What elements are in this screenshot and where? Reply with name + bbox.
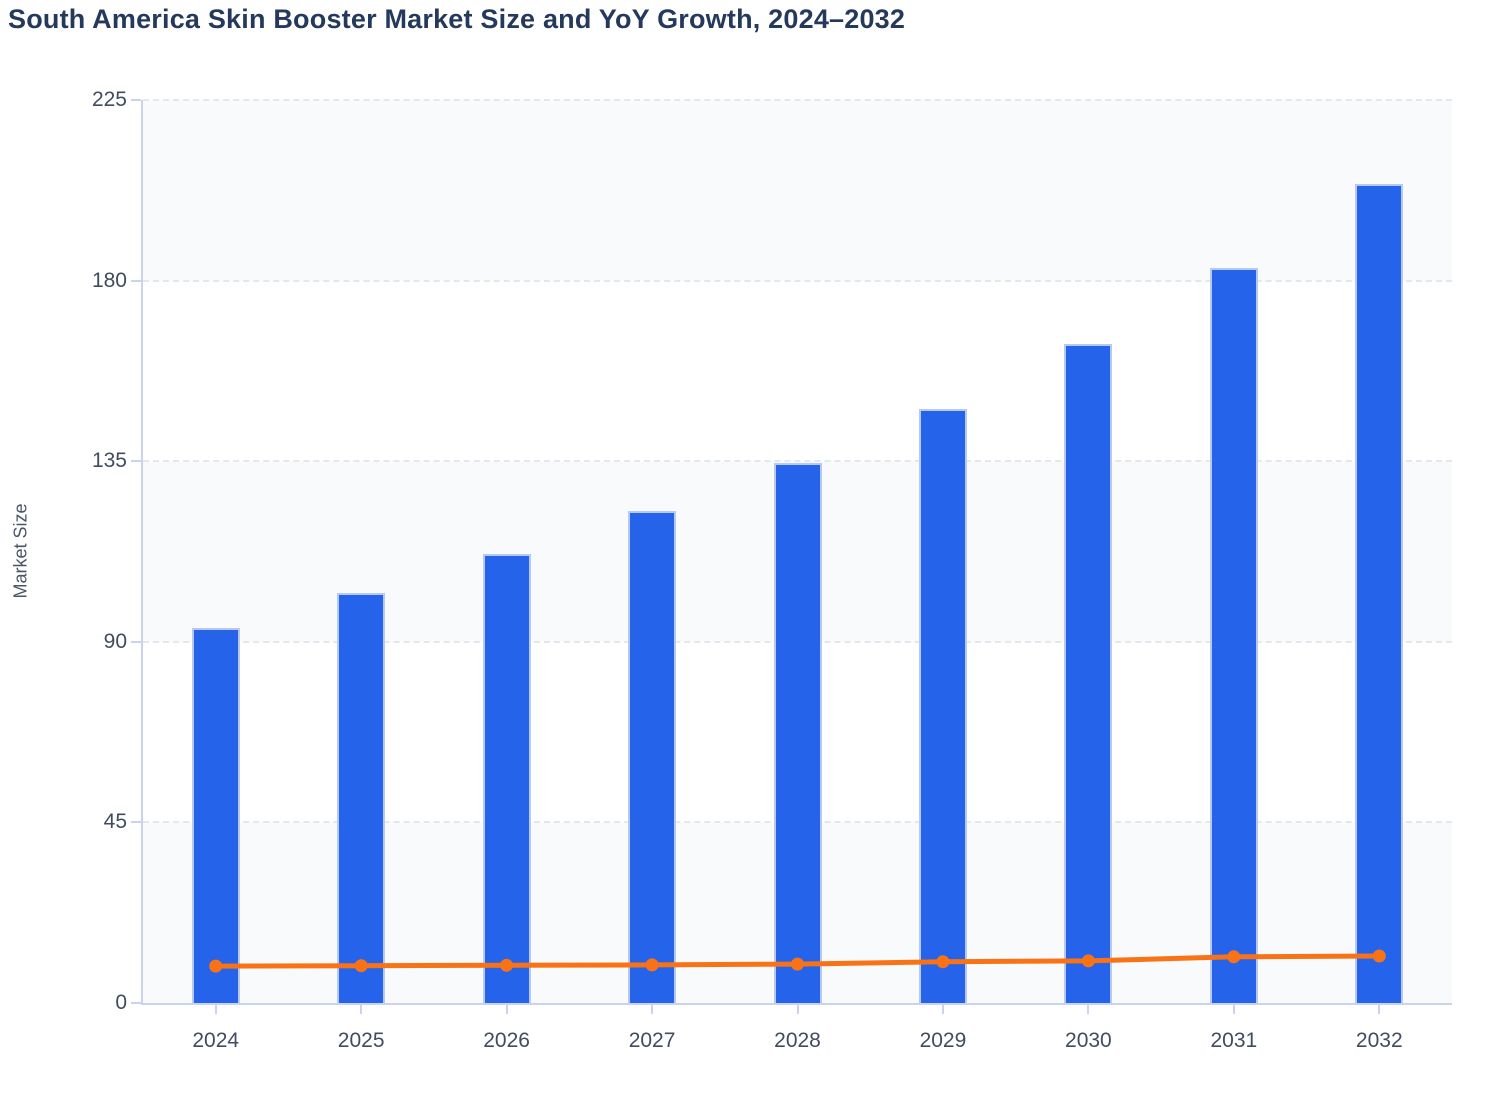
bar-2027[interactable] [628,510,677,1003]
x-tick-label-2024: 2024 [192,1029,240,1052]
y-tick-label-135: 135 [91,449,127,473]
x-tick-label-2026: 2026 [483,1029,530,1052]
bar-2024[interactable] [191,628,240,1003]
yoy-growth-point-2029[interactable] [936,955,950,969]
chart-title: South America Skin Booster Market Size a… [8,4,906,34]
y-tick-label-90: 90 [103,629,127,653]
yoy-growth-point-2031[interactable] [1227,950,1241,964]
bar-2032[interactable] [1355,184,1404,1003]
y-tick-mark-135 [131,460,141,463]
y-tick-mark-45 [131,821,141,824]
x-tick-mark-2031 [1232,1005,1235,1014]
yoy-growth-point-2025[interactable] [354,959,368,973]
x-tick-label-2027: 2027 [628,1029,676,1052]
y-tick-label-180: 180 [91,268,127,292]
x-tick-mark-2028 [796,1005,799,1014]
y-axis-title: Market Size [10,503,31,599]
x-tick-label-2029: 2029 [919,1029,967,1052]
bar-2025[interactable] [337,592,386,1003]
yoy-growth-point-2030[interactable] [1081,954,1095,968]
x-tick-mark-2026 [505,1005,508,1014]
x-tick-label-2028: 2028 [774,1029,821,1052]
gridline-y-180 [143,279,1452,282]
x-tick-label-2032: 2032 [1355,1029,1403,1052]
x-tick-mark-2027 [651,1005,654,1014]
yoy-growth-point-2027[interactable] [645,958,659,972]
y-tick-mark-225 [131,99,141,101]
bar-2029[interactable] [918,408,967,1003]
bar-2030[interactable] [1064,343,1113,1003]
gridline-y-135 [143,460,1452,463]
y-tick-label-225: 225 [91,88,127,111]
gridline-y-225 [143,99,1452,101]
y-tick-label-45: 45 [103,810,127,834]
y-tick-mark-0 [131,1002,141,1004]
yoy-growth-point-2032[interactable] [1372,949,1386,963]
x-tick-label-2030: 2030 [1065,1029,1112,1052]
plot-area: 0 45 90 135 180 225 2024 2025 2026 2027 2028 2029 20… [92,88,1452,1052]
y-tick-mark-90 [131,640,141,643]
x-tick-mark-2030 [1087,1005,1090,1014]
x-tick-mark-2032 [1378,1005,1381,1014]
bar-2031[interactable] [1209,267,1258,1003]
bar-2026[interactable] [482,553,531,1003]
y-tick-label-0: 0 [115,991,127,1014]
bar-2028[interactable] [773,462,822,1003]
yoy-growth-point-2028[interactable] [791,957,804,971]
x-tick-label-2031: 2031 [1210,1029,1258,1052]
y-tick-mark-180 [131,279,141,282]
yoy-growth-line-layer [209,949,1386,973]
yoy-growth-point-2024[interactable] [209,959,223,973]
yoy-growth-point-2026[interactable] [500,958,514,972]
plot-band [143,100,1452,281]
x-tick-label-2025: 2025 [337,1029,385,1052]
x-tick-mark-2025 [360,1005,363,1014]
x-tick-mark-2024 [214,1005,217,1014]
x-tick-mark-2029 [941,1005,944,1014]
